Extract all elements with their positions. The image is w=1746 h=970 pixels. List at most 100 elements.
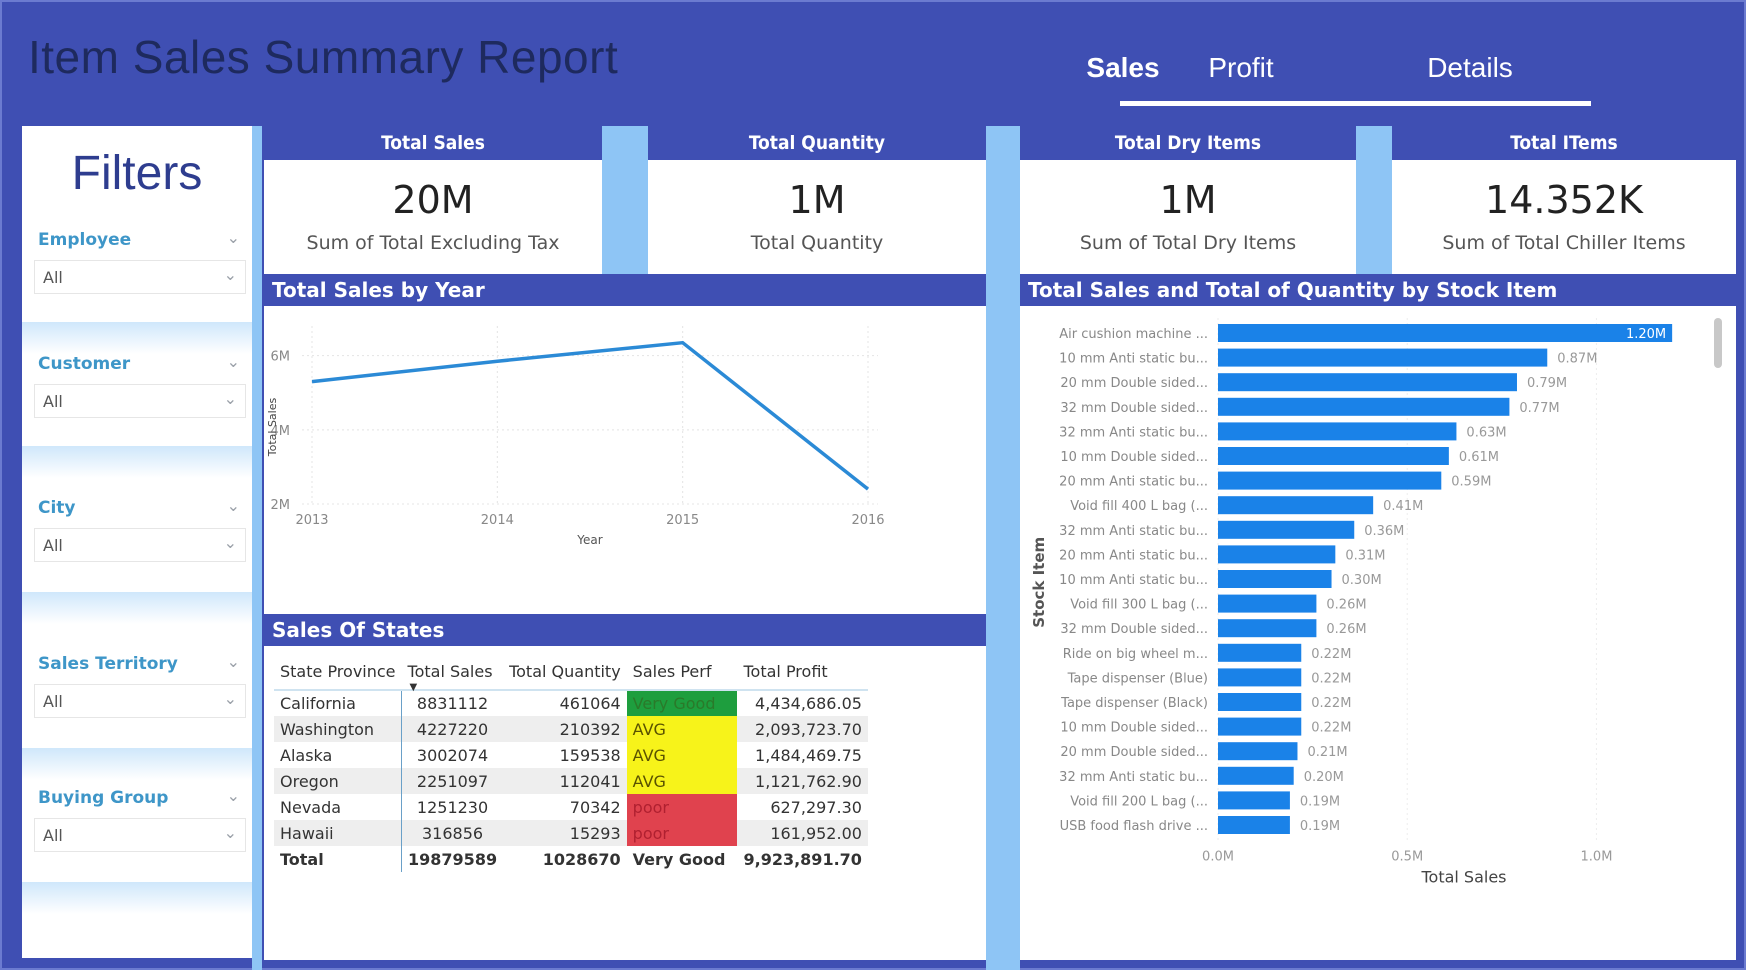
- cell-state: Alaska: [274, 742, 403, 768]
- cell-total-profit: 4,434,686.05: [755, 694, 862, 713]
- chart-scrollbar[interactable]: [1714, 318, 1722, 368]
- data-label: 0.77M: [1519, 401, 1559, 416]
- cell-total-quantity: 461064: [559, 694, 621, 713]
- cell-total-quantity: 159538: [559, 745, 621, 765]
- column-header-total-quantity[interactable]: Total Quantity: [503, 656, 627, 691]
- x-tick-label: 2014: [481, 513, 514, 528]
- category-label: 20 mm Anti static bu...: [1059, 548, 1208, 563]
- table-row[interactable]: Nevada 1251230 70342 poor 627,297.30: [274, 794, 868, 820]
- data-label: 0.79M: [1527, 376, 1567, 391]
- data-label: 1.20M: [1626, 327, 1666, 342]
- data-label: 0.19M: [1300, 819, 1340, 834]
- sales-line: [311, 340, 870, 491]
- chevron-down-icon[interactable]: ⌄: [226, 228, 240, 247]
- tab-details[interactable]: Details: [1349, 46, 1591, 106]
- sales-territory-dropdown[interactable]: All ⌄: [34, 684, 246, 718]
- cell-sales-perf: AVG: [626, 716, 738, 742]
- category-label: Air cushion machine ...: [1059, 327, 1208, 342]
- tab-sales-label: Sales: [1086, 52, 1160, 83]
- data-label: 0.22M: [1311, 721, 1351, 736]
- bar: [1218, 791, 1290, 810]
- accent-strip: [986, 126, 1020, 970]
- bar: [1218, 619, 1317, 638]
- bar: [1218, 471, 1442, 490]
- column-header-total-profit[interactable]: Total Profit: [737, 656, 868, 691]
- table-row[interactable]: Washington 4227220 210392 AVG 2,093,723.70: [274, 716, 868, 742]
- bar: [1218, 766, 1294, 785]
- category-label: Tape dispenser (Blue): [1067, 671, 1208, 686]
- category-label: 10 mm Double sided...: [1060, 450, 1208, 465]
- bar: [1218, 816, 1290, 834]
- tab-profit-underline: [1120, 101, 1362, 106]
- customer-dropdown[interactable]: All ⌄: [34, 384, 246, 418]
- buying-group-dropdown[interactable]: All ⌄: [34, 818, 246, 852]
- x-tick-label: 2016: [851, 513, 884, 528]
- dropdown-value: All: [43, 536, 63, 555]
- category-label: 32 mm Anti static bu...: [1059, 770, 1208, 785]
- column-header-state[interactable]: State Province: [274, 656, 402, 691]
- chevron-down-icon[interactable]: ⌄: [226, 496, 240, 515]
- cell-total-profit: 1,484,469.75: [755, 745, 862, 765]
- separator: [22, 592, 252, 624]
- table-row[interactable]: Oregon 2251097 112041 AVG 1,121,762.90: [274, 768, 868, 794]
- category-label: 20 mm Double sided...: [1060, 745, 1208, 760]
- category-label: Tape dispenser (Black): [1060, 696, 1208, 711]
- chevron-down-icon[interactable]: ⌄: [226, 786, 240, 805]
- chevron-down-icon[interactable]: ⌄: [226, 652, 240, 671]
- city-dropdown[interactable]: All ⌄: [34, 528, 246, 562]
- kpi-card-total-quantity: Total Quantity 1M Total Quantity: [648, 126, 986, 274]
- employee-dropdown[interactable]: All ⌄: [34, 260, 246, 294]
- slicer-label: City: [38, 498, 76, 518]
- data-label: 0.30M: [1342, 573, 1382, 588]
- tab-sales[interactable]: Sales: [1002, 46, 1244, 106]
- data-label: 0.36M: [1364, 524, 1404, 539]
- total-sales-perf: Very Good: [626, 846, 738, 872]
- kpi-subtitle: Sum of Total Excluding Tax: [306, 232, 560, 254]
- bar-chart: 0.0M 0.5M 1.0M Total Sales Stock Item Air cus…: [1030, 318, 1673, 887]
- tab-profit-label: Profit: [1208, 52, 1274, 83]
- separator: [22, 446, 252, 478]
- x-tick-label: 0.5M: [1391, 850, 1423, 865]
- panel-title: Total Sales and Total of Quantity by Sto…: [1020, 274, 1736, 306]
- cell-sales-perf: poor: [626, 794, 738, 820]
- kpi-subtitle: Sum of Total Chiller Items: [1442, 232, 1686, 254]
- y-tick-label: 6M: [271, 350, 291, 365]
- bar: [1218, 373, 1517, 392]
- accent-strip: [602, 126, 648, 274]
- category-label: Void fill 200 L bag (...: [1070, 794, 1208, 809]
- bar: [1218, 496, 1374, 515]
- cell-total-sales: 2251097: [401, 768, 504, 794]
- bar: [1218, 594, 1317, 613]
- panel-title: Total Sales by Year: [264, 274, 986, 306]
- data-label: 0.26M: [1326, 598, 1366, 613]
- chevron-down-icon: ⌄: [223, 533, 237, 552]
- slicer-label: Sales Territory: [38, 654, 178, 674]
- bar: [1218, 545, 1336, 564]
- category-label: 10 mm Anti static bu...: [1059, 352, 1208, 367]
- cell-total-profit: 2,093,723.70: [737, 716, 868, 742]
- line-chart: 2M 4M 6M 2013 2014 2015 2016 Year Total Sales: [266, 326, 885, 547]
- tab-details-underline: [1349, 101, 1591, 106]
- data-label: 0.20M: [1304, 770, 1344, 785]
- data-label: 0.21M: [1307, 745, 1347, 760]
- chevron-down-icon: ⌄: [223, 389, 237, 408]
- cell-total-sales: 316856: [401, 820, 504, 846]
- bar: [1218, 693, 1302, 711]
- bar: [1218, 570, 1332, 588]
- bar-chart-panel: Total Sales and Total of Quantity by Sto…: [1020, 274, 1736, 960]
- x-axis-title: Year: [576, 533, 602, 547]
- column-header-total-sales[interactable]: Total Sales ▼: [401, 656, 504, 693]
- cell-total-sales: 8831112: [416, 694, 489, 713]
- slicer-buying-group: Buying Group ⌄ All ⌄: [34, 786, 246, 858]
- table-row[interactable]: California 8831112 461064 Very Good 4,434,68…: [274, 690, 868, 716]
- cell-state: Nevada: [274, 794, 403, 820]
- bar: [1218, 397, 1510, 416]
- chevron-down-icon[interactable]: ⌄: [226, 352, 240, 371]
- column-header-sales-perf[interactable]: Sales Perf: [626, 656, 738, 691]
- cell-total-quantity: 112041: [503, 768, 627, 794]
- table-row[interactable]: Hawaii 316856 15293 poor 161,952.00: [274, 820, 868, 846]
- report-title: Item Sales Summary Report: [28, 31, 619, 83]
- tab-profit[interactable]: Profit: [1120, 46, 1362, 106]
- table-row[interactable]: Alaska 3002074 159538 AVG 1,484,469.75: [274, 742, 868, 768]
- kpi-card-total-dry-items: Total Dry Items 1M Sum of Total Dry Item…: [1020, 126, 1356, 274]
